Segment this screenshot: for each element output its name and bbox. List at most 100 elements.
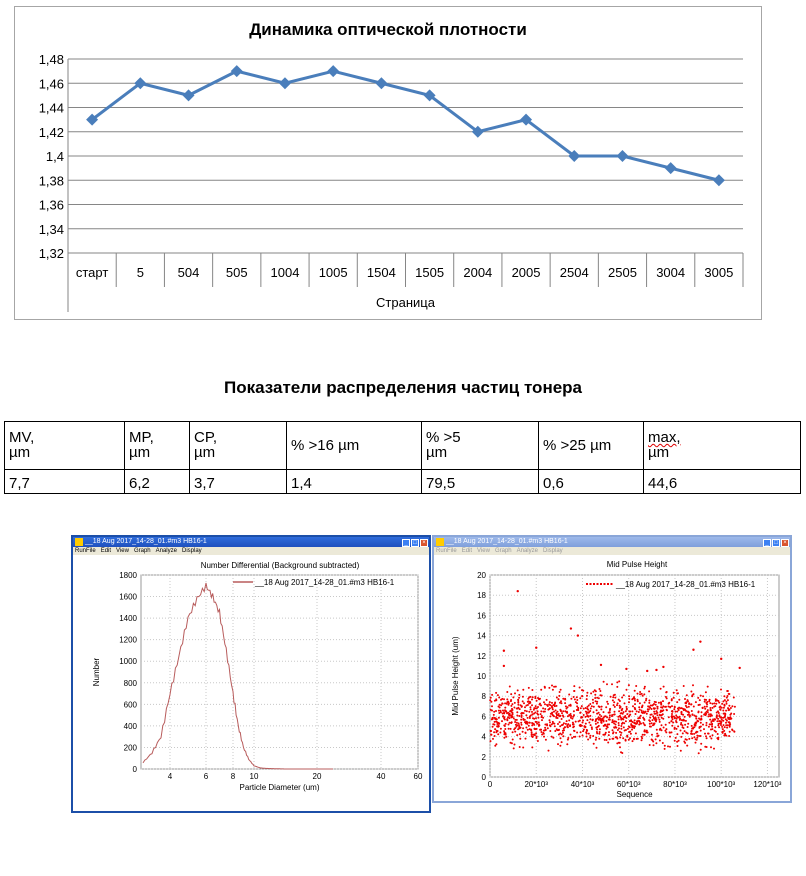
window-title-bar[interactable]: __18 Aug 2017_14-28_01.#m3 HB16-1 _ □ ×	[73, 537, 429, 547]
scatter-point	[598, 737, 601, 740]
maximize-icon[interactable]: □	[772, 539, 780, 547]
scatter-point	[498, 722, 501, 725]
scatter-point	[733, 730, 736, 733]
header-mv: MV, µm	[4, 421, 125, 470]
scatter-point	[580, 716, 583, 718]
scatter-point	[589, 707, 592, 710]
scatter-point	[536, 712, 539, 715]
x-tick-label: 2004	[463, 265, 492, 280]
table-header-row: MV, µm MP, µm CP, µm % >16 µm % >5 µm % …	[4, 421, 801, 470]
scatter-point	[677, 709, 680, 711]
scatter-point	[527, 700, 530, 703]
scatter-point	[554, 709, 557, 712]
menu-item-runfile[interactable]: RunFile	[436, 548, 457, 554]
scatter-point	[540, 704, 542, 707]
close-icon[interactable]: ×	[781, 539, 789, 547]
scatter-point	[638, 708, 641, 711]
scatter-point	[622, 726, 625, 729]
scatter-point	[665, 697, 668, 700]
close-icon[interactable]: ×	[420, 539, 428, 547]
scatter-point	[595, 719, 597, 721]
scatter-point	[643, 685, 646, 688]
menu-item-graph[interactable]: Graph	[133, 548, 151, 554]
scatter-point	[498, 712, 501, 714]
menu-item-analyze[interactable]: Analyze	[516, 548, 538, 554]
scatter-point	[518, 693, 521, 696]
y-tick-label: 2	[482, 753, 487, 762]
scatter-point	[512, 717, 515, 720]
x-tick-label: 3005	[704, 265, 733, 280]
menu-item-display[interactable]: Display	[181, 548, 202, 554]
scatter-point	[624, 720, 627, 723]
data-point	[664, 162, 677, 175]
scatter-point	[643, 718, 646, 721]
scatter-point	[639, 714, 642, 717]
scatter-point	[654, 701, 657, 704]
scatter-point	[627, 684, 630, 687]
scatter-point	[656, 707, 659, 710]
scatter-point	[517, 698, 520, 701]
menu-item-runfile[interactable]: RunFile	[75, 548, 96, 554]
minimize-icon[interactable]: _	[402, 539, 410, 547]
scatter-point	[699, 748, 702, 751]
scatter-point	[549, 730, 552, 732]
scatter-point	[690, 730, 693, 733]
scatter-point	[619, 746, 621, 749]
scatter-point	[506, 719, 509, 722]
scatter-point	[540, 731, 543, 733]
scatter-point	[617, 715, 620, 718]
scatter-point	[573, 690, 576, 692]
menu-item-graph[interactable]: Graph	[494, 548, 512, 554]
menu-item-analyze[interactable]: Analyze	[155, 548, 177, 554]
scatter-point	[507, 713, 510, 716]
scatter-point	[691, 694, 694, 697]
scatter-point	[668, 721, 671, 724]
scatter-point	[527, 686, 530, 689]
legend-label: __18 Aug 2017_14-28_01.#m3 HB16-1	[615, 580, 756, 589]
scatter-point	[572, 723, 575, 726]
scatter-point	[498, 703, 501, 706]
scatter-point	[602, 680, 605, 683]
header-max: max, µm	[643, 421, 801, 470]
scatter-point	[700, 742, 703, 745]
scatter-point	[595, 702, 598, 705]
number-differential-window[interactable]: __18 Aug 2017_14-28_01.#m3 HB16-1 _ □ × Ru…	[71, 535, 431, 813]
y-axis-label: Mid Pulse Height (um)	[451, 636, 460, 715]
scatter-point	[496, 694, 499, 697]
scatter-point	[702, 723, 704, 726]
y-tick-label: 1,34	[39, 222, 64, 237]
scatter-point	[576, 702, 579, 705]
scatter-point	[703, 728, 705, 731]
scatter-point	[565, 711, 568, 714]
scatter-point	[503, 736, 506, 739]
x-tick-label: 8	[231, 772, 236, 781]
menu-item-display[interactable]: Display	[542, 548, 563, 554]
scatter-point	[723, 734, 726, 737]
scatter-point	[515, 725, 518, 728]
scatter-point	[671, 710, 674, 712]
scatter-point	[539, 728, 542, 731]
scatter-point	[678, 698, 681, 701]
mid-pulse-height-window[interactable]: __18 Aug 2017_14-28_01.#m3 HB16-1 _ □ × Ru…	[432, 535, 792, 803]
optical-density-plot: Динамика оптической плотности 1,32 1,34 1,3…	[39, 20, 744, 312]
scatter-point	[492, 713, 495, 716]
scatter-point	[651, 739, 654, 742]
menu-item-edit[interactable]: Edit	[461, 548, 473, 554]
scatter-point	[608, 714, 611, 717]
scatter-point	[677, 692, 679, 695]
scatter-point	[620, 731, 623, 734]
scatter-point	[532, 733, 535, 736]
scatter-point	[633, 689, 636, 692]
scatter-point	[516, 734, 519, 737]
maximize-icon[interactable]: □	[411, 539, 419, 547]
scatter-point	[544, 726, 547, 729]
minimize-icon[interactable]: _	[763, 539, 771, 547]
data-point	[134, 77, 147, 90]
menu-item-view[interactable]: View	[477, 548, 490, 554]
menu-item-edit[interactable]: Edit	[100, 548, 112, 554]
window-title-bar[interactable]: __18 Aug 2017_14-28_01.#m3 HB16-1 _ □ ×	[434, 537, 790, 547]
scatter-point	[625, 705, 628, 708]
scatter-point-outlier	[692, 648, 695, 651]
menu-item-view[interactable]: View	[116, 548, 129, 554]
scatter-point	[724, 715, 726, 718]
